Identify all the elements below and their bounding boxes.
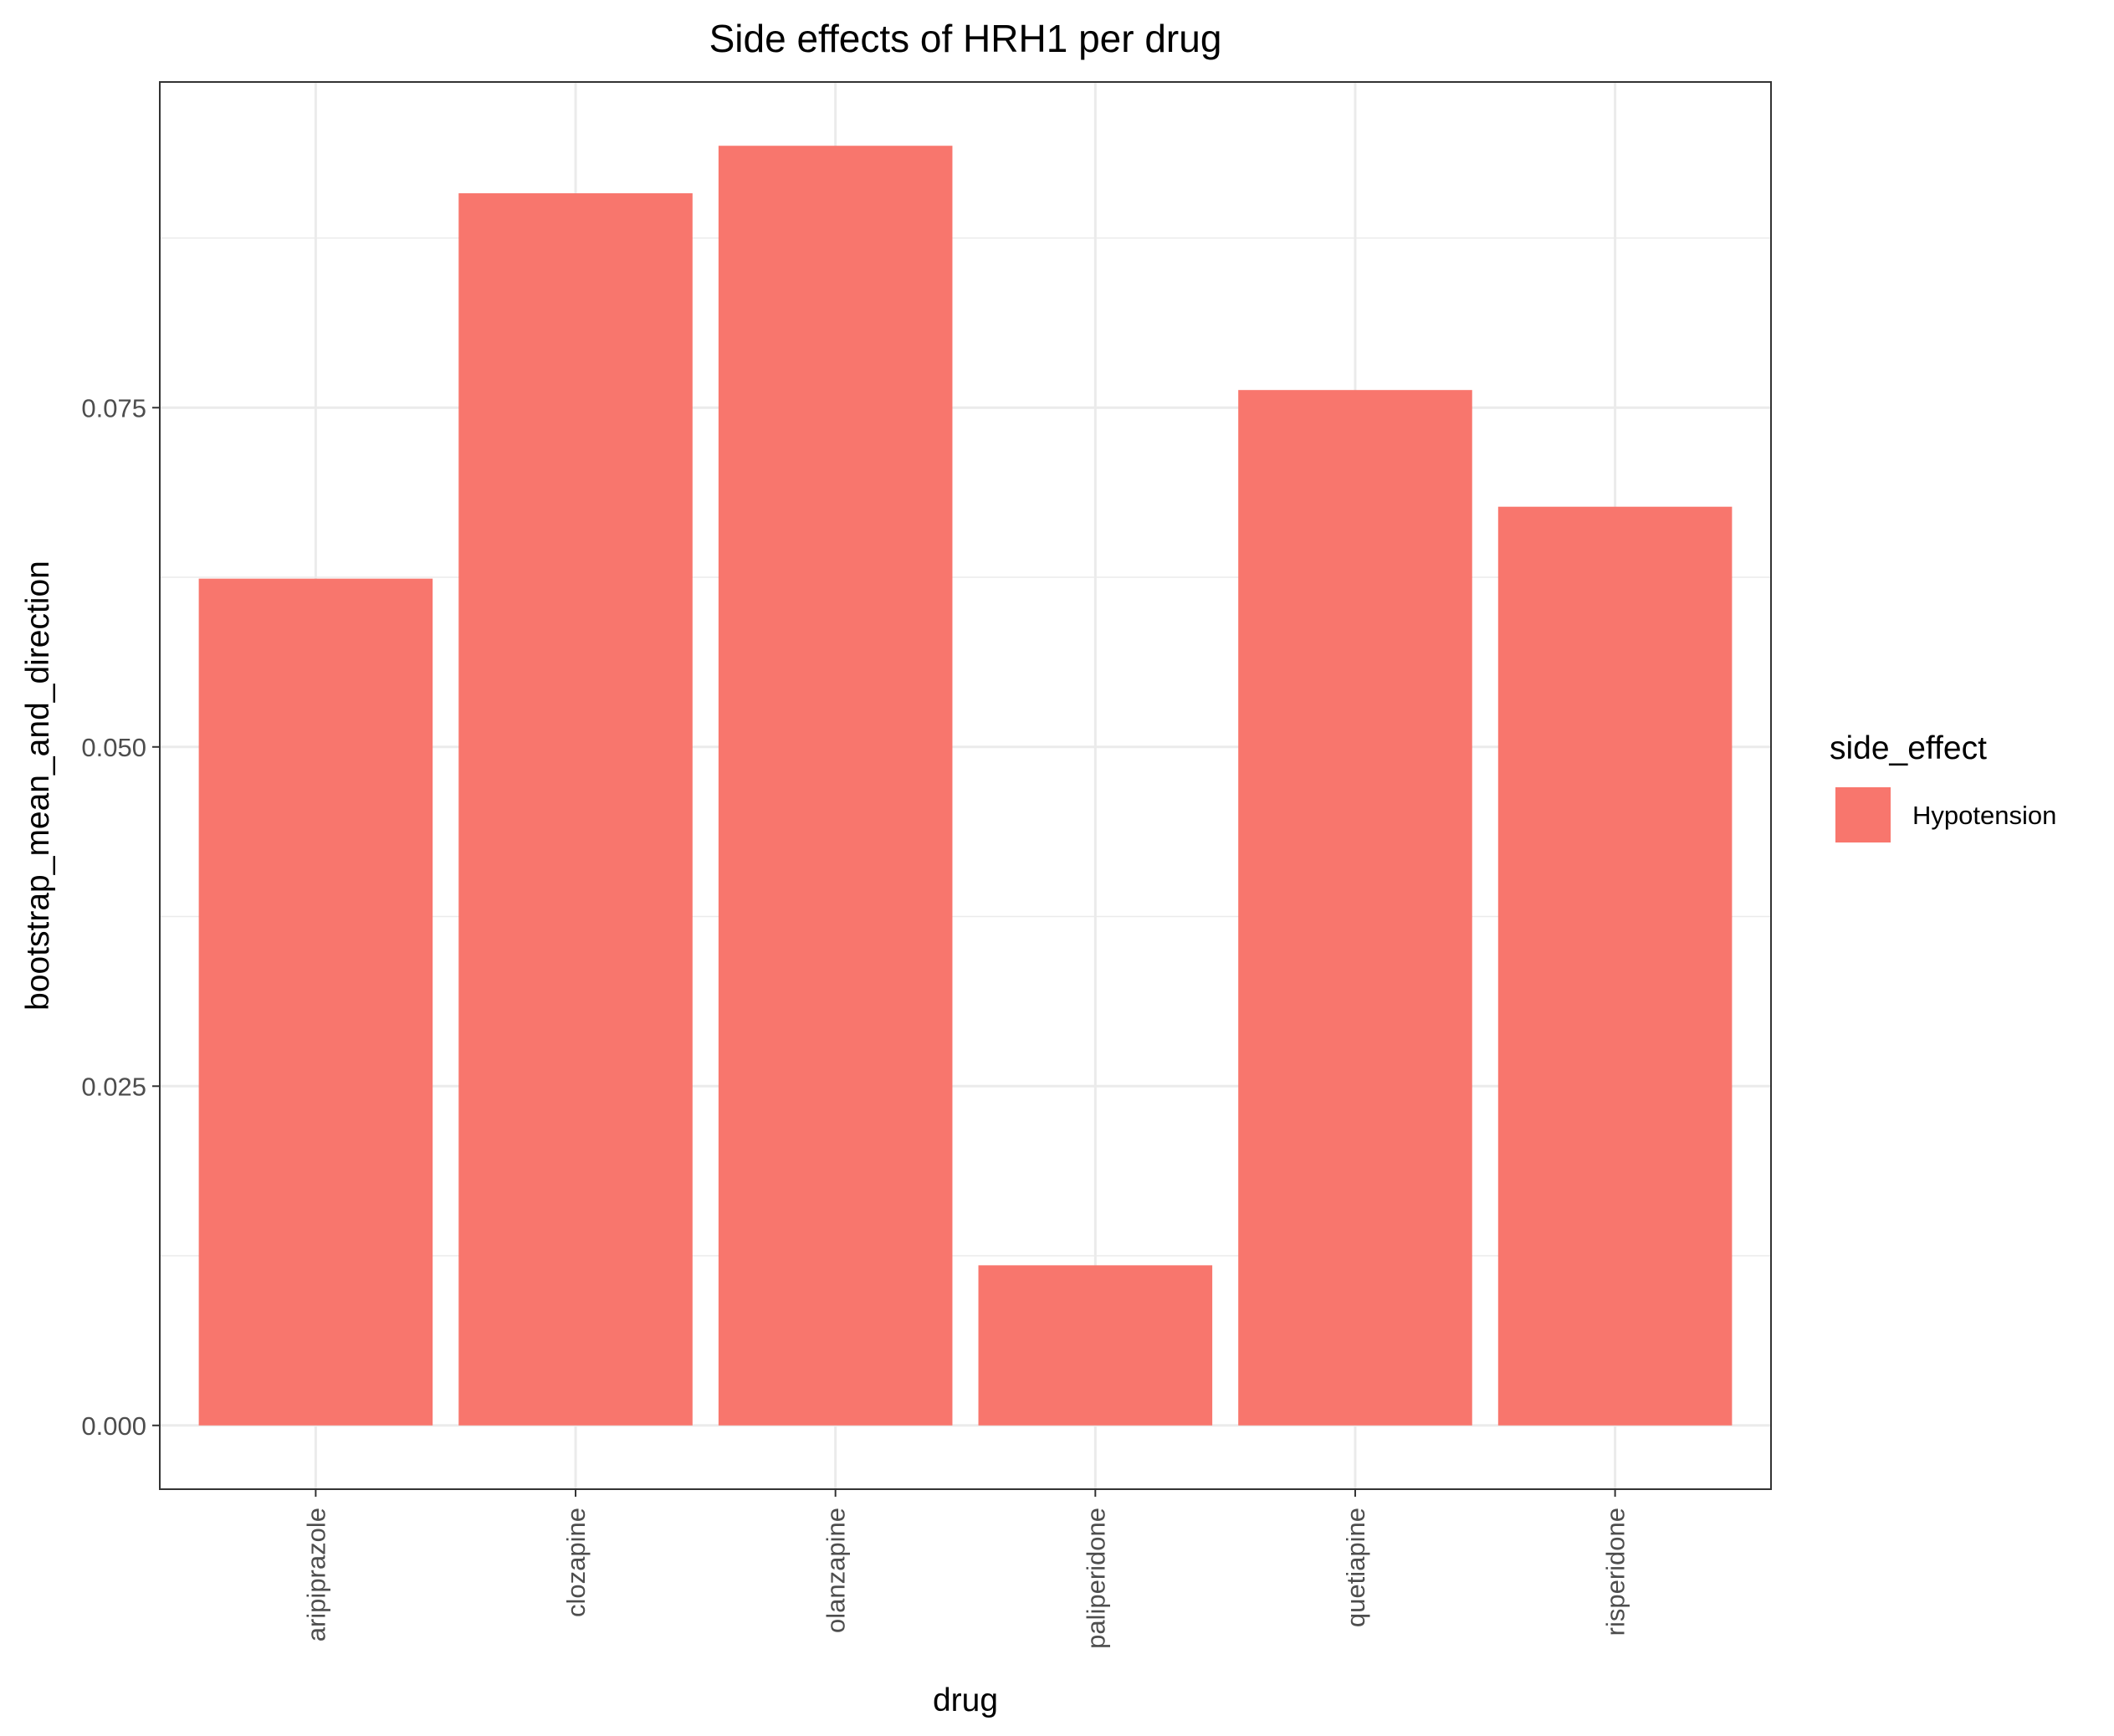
y-axis-title: bootstrap_mean_and_direction: [20, 561, 56, 1011]
x-tick-label: aripiprazole: [301, 1508, 330, 1641]
x-tick-label: clozapine: [561, 1508, 591, 1617]
legend-title: side_effect: [1830, 730, 1987, 766]
bar-aripiprazole: [198, 578, 433, 1426]
panel-border: [159, 81, 1772, 1490]
bar-quetiapine: [1238, 390, 1472, 1426]
x-tick-label: risperidone: [1601, 1508, 1630, 1636]
x-tick-label: olanzapine: [822, 1508, 851, 1633]
bar-risperidone: [1497, 506, 1733, 1426]
x-tick-label: paliperidone: [1081, 1508, 1110, 1649]
bar-olanzapine: [718, 146, 953, 1426]
y-tick-label: 0.075: [81, 393, 146, 422]
bar-clozapine: [458, 193, 693, 1426]
y-tick-label: 0.025: [81, 1072, 146, 1101]
legend-label: Hypotension: [1912, 801, 2056, 830]
y-tick-label: 0.050: [81, 733, 146, 762]
chart-title: Side effects of HRH1 per drug: [709, 17, 1222, 60]
x-axis: aripiprazole clozapine olanzapine paliperid…: [301, 1489, 1630, 1649]
y-axis: 0.000 0.025 0.050 0.075: [81, 393, 160, 1441]
legend-entries: Hypotension: [1835, 787, 2056, 842]
bars: [198, 146, 1733, 1426]
y-tick-label: 0.000: [81, 1411, 146, 1441]
x-tick-label: quetiapine: [1341, 1508, 1370, 1627]
x-axis-title: drug: [933, 1682, 998, 1718]
legend-key: [1835, 787, 1891, 842]
bar-paliperidone: [978, 1265, 1213, 1426]
legend: side_effect Hypotension: [1830, 730, 2056, 842]
